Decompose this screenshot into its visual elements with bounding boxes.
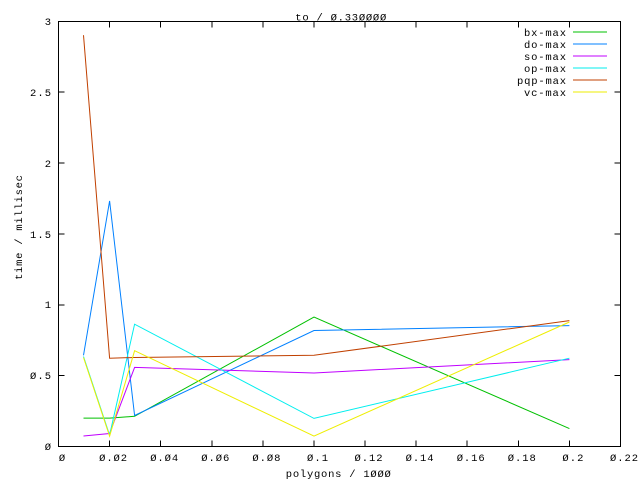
svg-text:Ø.1: Ø.1: [307, 453, 328, 465]
svg-text:Ø.18: Ø.18: [508, 453, 536, 465]
svg-text:bx-max: bx-max: [524, 28, 566, 40]
svg-text:1.5: 1.5: [30, 230, 51, 242]
svg-text:1: 1: [45, 300, 51, 312]
svg-text:Ø.Ø8: Ø.Ø8: [252, 453, 280, 465]
svg-text:2: 2: [45, 159, 51, 171]
svg-text:3: 3: [45, 17, 51, 29]
svg-text:Ø.Ø6: Ø.Ø6: [201, 453, 229, 465]
svg-text:Ø.16: Ø.16: [457, 453, 485, 465]
svg-text:so-max: so-max: [524, 52, 566, 64]
svg-text:vc-max: vc-max: [524, 88, 566, 100]
svg-text:2.5: 2.5: [30, 88, 51, 100]
svg-text:to / Ø.33ØØØØ: to / Ø.33ØØØØ: [295, 13, 386, 25]
svg-text:Ø.2: Ø.2: [562, 453, 583, 465]
svg-text:pqp-max: pqp-max: [517, 76, 566, 88]
svg-text:Ø.Ø2: Ø.Ø2: [99, 453, 127, 465]
svg-text:Ø.22: Ø.22: [610, 453, 638, 465]
svg-text:Ø.5: Ø.5: [30, 371, 51, 383]
svg-text:Ø.14: Ø.14: [406, 453, 434, 465]
svg-text:do-max: do-max: [524, 40, 566, 52]
svg-text:Ø: Ø: [59, 453, 65, 465]
svg-text:polygons / 1ØØØ: polygons / 1ØØØ: [286, 469, 391, 480]
svg-text:Ø: Ø: [45, 442, 51, 454]
svg-text:op-max: op-max: [524, 64, 566, 76]
svg-text:Ø.Ø4: Ø.Ø4: [150, 453, 178, 465]
svg-text:time / millisec: time / millisec: [14, 175, 26, 280]
svg-text:Ø.12: Ø.12: [355, 453, 383, 465]
